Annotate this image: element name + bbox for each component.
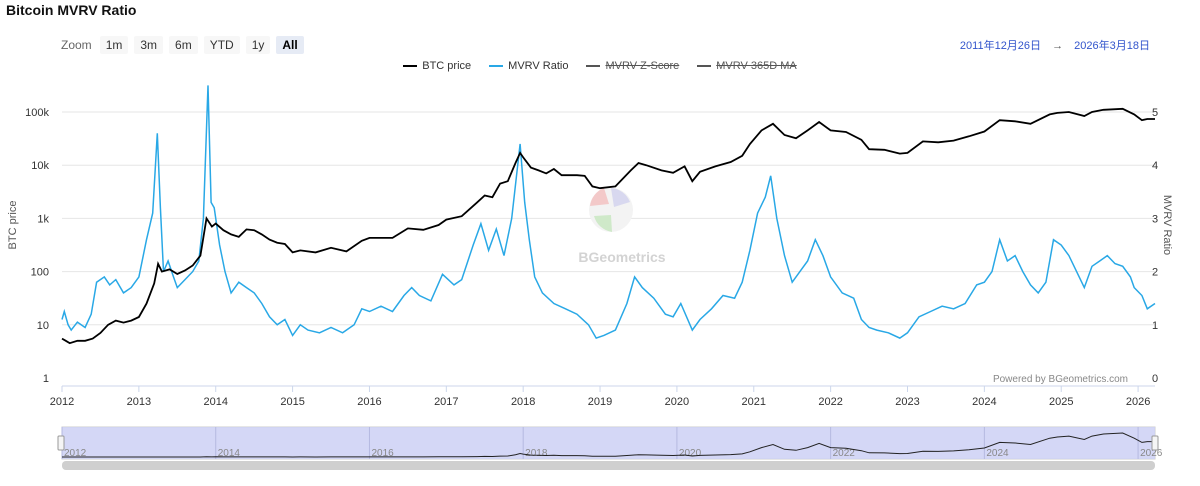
y-right-tick-label: 1 xyxy=(1152,320,1158,332)
y-axis-left-title: BTC price xyxy=(7,201,19,250)
navigator-right-handle[interactable] xyxy=(1151,435,1159,451)
legend-swatch-mvrv xyxy=(489,65,504,67)
zoom-all-button[interactable]: All xyxy=(276,36,304,54)
x-tick-label: 2024 xyxy=(972,396,996,408)
y-right-tick-label: 0 xyxy=(1152,373,1158,385)
navigator-tick-label: 2022 xyxy=(833,448,856,459)
range-from-input[interactable]: 2011年12月26日 xyxy=(959,40,1042,52)
zoom-controls: Zoom 1m 3m 6m YTD 1y All xyxy=(61,36,310,54)
legend-label-zscore: MVRV Z-Score xyxy=(605,60,680,72)
navigator-left-handle[interactable] xyxy=(57,435,65,451)
legend-swatch-365dma xyxy=(697,65,712,67)
navigator-tick-label: 2024 xyxy=(986,448,1009,459)
legend-item-mvrv-365d-ma[interactable]: MVRV 365D MA xyxy=(697,60,797,72)
zoom-3m-button[interactable]: 3m xyxy=(134,36,164,54)
watermark-text: BGeometrics xyxy=(578,249,665,265)
navigator-tick-label: 2012 xyxy=(64,448,87,459)
x-tick-label: 2023 xyxy=(895,396,919,408)
y-left-tick-label: 10k xyxy=(31,160,49,172)
navigator-series-line xyxy=(62,432,1155,458)
y-right-tick-label: 2 xyxy=(1152,267,1158,279)
scrollbar-thumb[interactable] xyxy=(62,461,1155,470)
y-axis-right: 0 1 2 3 4 5 xyxy=(1152,107,1158,385)
navigator[interactable]: 2012 2014 2016 2018 2020 2022 2024 2026 xyxy=(57,426,1163,460)
y-left-tick-label: 1k xyxy=(37,213,49,225)
zoom-ytd-button[interactable]: YTD xyxy=(203,36,240,54)
x-tick-label: 2013 xyxy=(127,396,151,408)
navigator-tick-label: 2026 xyxy=(1140,448,1163,459)
x-tick-label: 2016 xyxy=(357,396,381,408)
chart-title: Bitcoin MVRV Ratio xyxy=(6,2,137,18)
legend-label-365dma: MVRV 365D MA xyxy=(716,60,797,72)
legend: BTC price MVRV Ratio MVRV Z-Score MVRV 3… xyxy=(0,60,1200,72)
y-right-tick-label: 5 xyxy=(1152,107,1158,119)
legend-label-mvrv: MVRV Ratio xyxy=(508,60,569,72)
y-left-tick-label: 1 xyxy=(43,373,49,385)
legend-swatch-btc xyxy=(403,65,418,67)
navigator-ticks: 2012 2014 2016 2018 2020 2022 2024 2026 xyxy=(61,427,1163,459)
legend-item-btc-price[interactable]: BTC price xyxy=(403,60,471,72)
x-tick-label: 2017 xyxy=(434,396,458,408)
y-right-tick-label: 3 xyxy=(1152,213,1158,225)
x-tick-label: 2014 xyxy=(203,396,227,408)
range-to-input[interactable]: 2026年3月18日 xyxy=(1074,40,1150,52)
zoom-6m-button[interactable]: 6m xyxy=(169,36,198,54)
x-tick-label: 2026 xyxy=(1126,396,1150,408)
zoom-1y-button[interactable]: 1y xyxy=(245,36,271,54)
y-left-tick-label: 100 xyxy=(31,267,49,279)
zoom-1m-button[interactable]: 1m xyxy=(99,36,129,54)
x-tick-label: 2021 xyxy=(742,396,766,408)
series-line-mvrv-ratio[interactable] xyxy=(61,85,1156,340)
y-left-tick-label: 10 xyxy=(37,320,49,332)
legend-swatch-zscore xyxy=(586,65,601,67)
x-tick-label: 2012 xyxy=(50,396,74,408)
navigator-tick-label: 2018 xyxy=(525,448,548,459)
y-axis-left: 1 10 100 1k 10k 100k xyxy=(25,107,49,385)
series-line-btc-price[interactable] xyxy=(61,107,1155,345)
x-axis: 2012 2013 2014 2015 2016 2017 2018 2019 2020 2021… xyxy=(50,385,1155,408)
x-tick-label: 2025 xyxy=(1049,396,1073,408)
x-tick-label: 2020 xyxy=(665,396,689,408)
x-tick-label: 2018 xyxy=(511,396,535,408)
x-tick-label: 2015 xyxy=(280,396,304,408)
navigator-mask xyxy=(62,427,1155,459)
zoom-label: Zoom xyxy=(61,38,92,52)
legend-item-mvrv-ratio[interactable]: MVRV Ratio xyxy=(489,60,568,72)
navigator-tick-label: 2014 xyxy=(218,448,241,459)
x-tick-label: 2019 xyxy=(588,396,612,408)
date-range: 2011年12月26日 → 2026年3月18日 xyxy=(960,37,1150,53)
legend-label-btc: BTC price xyxy=(422,60,472,72)
range-arrow: → xyxy=(1052,40,1064,52)
navigator-tick-label: 2020 xyxy=(679,448,702,459)
x-tick-label: 2022 xyxy=(818,396,842,408)
y-right-tick-label: 4 xyxy=(1152,160,1158,172)
legend-item-mvrv-zscore[interactable]: MVRV Z-Score xyxy=(586,60,679,72)
watermark-logo: BGeometrics xyxy=(578,188,666,265)
y-axis-right-title: MVRV Ratio xyxy=(1161,195,1173,255)
y-left-tick-label: 100k xyxy=(25,107,49,119)
navigator-tick-label: 2016 xyxy=(371,448,394,459)
credits-link[interactable]: Powered by BGeometrics.com xyxy=(993,374,1128,385)
